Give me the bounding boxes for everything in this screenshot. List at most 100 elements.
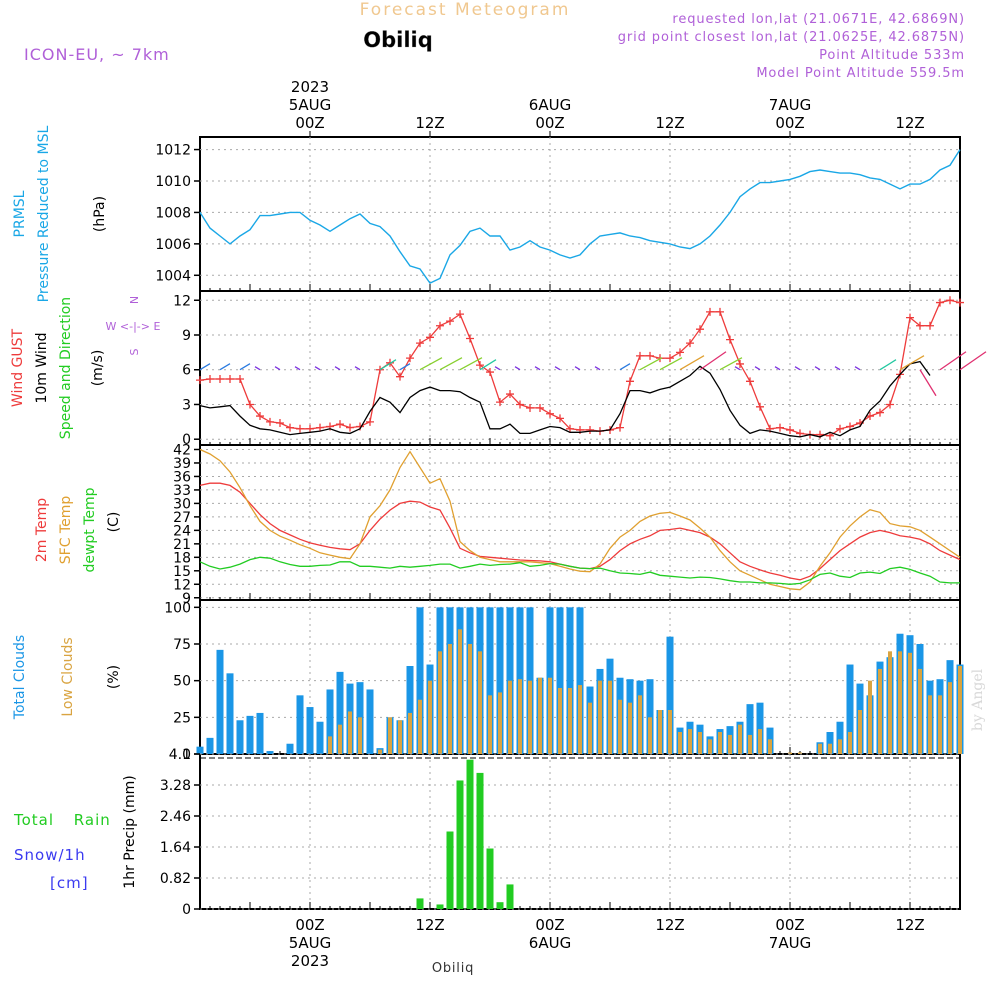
- gust-marker: [716, 307, 724, 316]
- pressure-ytick-label: 1004: [155, 268, 191, 284]
- low-cloud-bar: [408, 712, 412, 754]
- temp2m-label: 2m Temp: [34, 498, 50, 562]
- gust-marker: [286, 423, 294, 432]
- rain-bar: [496, 902, 504, 909]
- gust-marker: [846, 422, 854, 431]
- gust-marker: [276, 419, 284, 427]
- gust-marker: [906, 313, 914, 322]
- wind-direction-arrow: [794, 366, 801, 371]
- precip-ytick-label: 2.46: [160, 809, 191, 825]
- total-cloud-bar: [566, 607, 574, 754]
- temperature-ytick-label: 21: [173, 537, 191, 553]
- temperature-ytick-label: 15: [173, 564, 191, 580]
- pressure-ytick-label: 1010: [155, 174, 191, 190]
- rain-bar: [506, 884, 514, 909]
- low-cloud-bar: [578, 685, 582, 754]
- wind-direction-arrow: [399, 363, 411, 371]
- gust-marker: [366, 417, 374, 426]
- wind-ytick-label: 12: [173, 293, 191, 309]
- gust-marker: [196, 376, 204, 385]
- total-cloud-bar: [336, 671, 344, 754]
- model-altitude: Model Point Altitude 559.5m: [756, 66, 965, 81]
- low-cloud-bar: [448, 644, 452, 754]
- gust-marker: [866, 412, 874, 421]
- bottom-time-label: 00Z: [535, 916, 564, 934]
- temperature-ytick-label: 18: [173, 550, 191, 566]
- clouds-ytick-label: 25: [173, 710, 191, 726]
- temperature-labels: 2m Temp SFC Temp dewpt Temp (C): [34, 487, 122, 572]
- low-cloud-bar: [618, 699, 622, 754]
- gust-marker: [706, 307, 714, 316]
- low-cloud-bar: [528, 680, 532, 754]
- total-cloud-bar: [826, 732, 834, 754]
- low-cloud-bar: [458, 629, 462, 754]
- gust-marker: [676, 348, 684, 357]
- wind-direction-arrow: [959, 351, 987, 371]
- wind-direction-arrow: [919, 369, 937, 397]
- total-cloud-bar: [556, 607, 564, 754]
- bottom-time-label: 00Z: [775, 916, 804, 934]
- low-cloud-label: Low Clouds: [60, 637, 76, 716]
- snow-unit: [cm]: [50, 874, 89, 892]
- total-cloud-bar: [206, 737, 214, 754]
- low-cloud-bar: [498, 692, 502, 754]
- low-cloud-bar: [638, 695, 642, 754]
- top-time-label: 00Z: [535, 114, 564, 132]
- total-cloud-bar: [646, 679, 654, 754]
- total-cloud-bar: [416, 607, 424, 754]
- top-time-label: 6AUG: [529, 96, 571, 114]
- total-cloud-bar: [506, 607, 514, 754]
- gust-marker: [486, 368, 494, 377]
- top-time-label: 5AUG: [289, 96, 331, 114]
- wind-direction-arrow: [274, 366, 281, 371]
- low-cloud-bar: [378, 749, 382, 754]
- bottom-time-label: 6AUG: [529, 934, 571, 952]
- rain-bar: [456, 780, 464, 909]
- low-cloud-bar: [938, 695, 942, 754]
- dewpt-label: dewpt Temp: [82, 487, 98, 572]
- bottom-time-label: 12Z: [655, 916, 684, 934]
- total-cloud-bar: [256, 712, 264, 754]
- gust-marker: [266, 417, 274, 426]
- top-time-label: 00Z: [295, 114, 324, 132]
- gust-marker: [476, 361, 484, 370]
- low-cloud-bar: [338, 724, 342, 754]
- low-cloud-bar: [658, 710, 662, 754]
- gust-line: [199, 299, 961, 437]
- gust-marker: [556, 414, 564, 423]
- total-cloud-bar: [236, 720, 244, 754]
- wind-direction-arrow: [534, 366, 541, 371]
- wind-direction-arrow: [774, 366, 781, 371]
- bottom-time-label: 00Z: [295, 916, 324, 934]
- low-cloud-bar: [698, 732, 702, 754]
- wind-direction-arrow: [294, 366, 301, 371]
- gust-marker: [726, 335, 734, 344]
- temperature-ytick-label: 24: [173, 523, 191, 539]
- snow-label: Snow/1h: [14, 846, 86, 864]
- low-cloud-bar: [488, 695, 492, 754]
- low-cloud-bar: [788, 752, 792, 754]
- total-cloud-bar: [526, 607, 534, 754]
- total-cloud-bar: [836, 721, 844, 754]
- gust-marker: [546, 409, 554, 418]
- point-altitude: Point Altitude 533m: [819, 48, 965, 63]
- cloud-labels: Total Clouds Low Clouds (%): [12, 635, 122, 720]
- pressure-labels: PRMSL Pressure Reduced to MSL (hPa): [12, 125, 108, 302]
- gust-marker: [696, 325, 704, 334]
- rain-bar: [416, 898, 424, 909]
- gust-marker: [646, 351, 654, 360]
- low-cloud-bar: [418, 699, 422, 754]
- gust-marker: [616, 423, 624, 432]
- rain-bar: [436, 904, 444, 909]
- low-cloud-bar: [588, 702, 592, 754]
- wind-direction-arrow: [439, 357, 463, 371]
- gust-marker: [516, 400, 524, 409]
- gridpoint-coords: grid point closest lon,lat (21.0625E, 42…: [618, 30, 965, 45]
- total-cloud-bar: [316, 721, 324, 754]
- bottom-time-label: 2023: [291, 952, 329, 970]
- wind-direction-arrow: [594, 366, 601, 371]
- bottom-time-label: 12Z: [895, 916, 924, 934]
- sfc-temp-line: [199, 448, 961, 591]
- top-time-label: 7AUG: [769, 96, 811, 114]
